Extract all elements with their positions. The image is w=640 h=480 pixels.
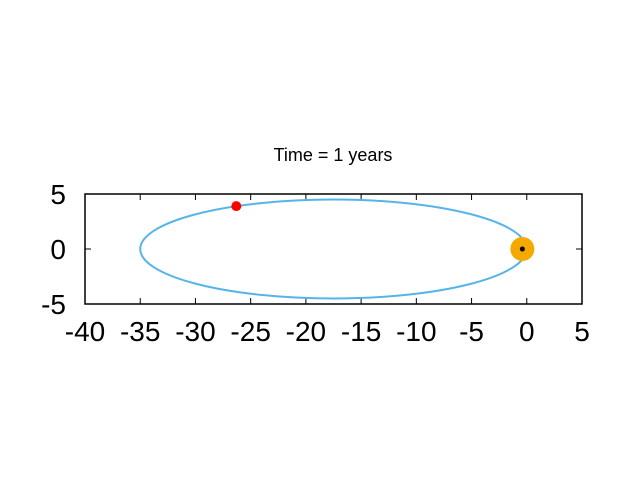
y-tick-label: 5 [50, 179, 66, 210]
x-tick-label: -15 [341, 316, 381, 347]
planet-marker [231, 201, 242, 212]
x-tick-label: 5 [574, 316, 590, 347]
y-tick-labels: -5 0 5 [41, 179, 66, 320]
x-tick-label: -35 [120, 316, 160, 347]
x-tick-label: -5 [459, 316, 484, 347]
x-tick-label: 0 [519, 316, 535, 347]
orbit-path [139, 198, 528, 300]
x-tick-label: -40 [65, 316, 105, 347]
axis-ticks [84, 193, 583, 305]
chart-title: Time = 1 years [274, 145, 393, 165]
x-tick-labels: -40 -35 -30 -25 -20 -15 -10 -5 0 5 [65, 316, 590, 347]
x-tick-label: -30 [175, 316, 215, 347]
y-tick-label: -5 [41, 289, 66, 320]
x-tick-label: -10 [396, 316, 436, 347]
plot-frame [84, 193, 583, 305]
focus-marker [519, 246, 525, 252]
x-tick-label: -25 [230, 316, 270, 347]
x-tick-label: -20 [286, 316, 326, 347]
y-tick-label: 0 [50, 234, 66, 265]
